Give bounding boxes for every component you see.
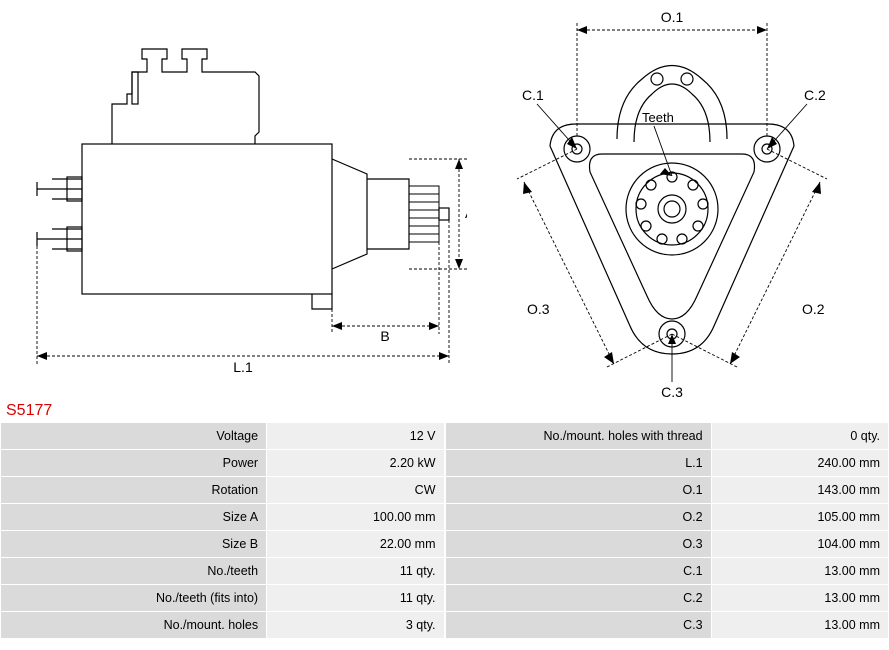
spec-row: No./mount. holes with thread0 qty.: [445, 423, 889, 450]
spec-value: 143.00 mm: [711, 477, 888, 504]
spec-value: 22.00 mm: [267, 531, 444, 558]
technical-drawings: A B: [0, 0, 889, 400]
spec-row: C.113.00 mm: [445, 558, 889, 585]
spec-label: Size A: [1, 504, 267, 531]
spec-label: No./mount. holes: [1, 612, 267, 639]
dim-label-B: B: [381, 328, 390, 344]
spec-row: Power2.20 kW: [1, 450, 445, 477]
spec-label: O.2: [445, 504, 711, 531]
spec-label: Rotation: [1, 477, 267, 504]
spec-row: Size A100.00 mm: [1, 504, 445, 531]
spec-value: 2.20 kW: [267, 450, 444, 477]
spec-value: 13.00 mm: [711, 585, 888, 612]
spec-value: 11 qty.: [267, 585, 444, 612]
spec-label: Size B: [1, 531, 267, 558]
spec-row: C.313.00 mm: [445, 612, 889, 639]
spec-row: C.213.00 mm: [445, 585, 889, 612]
spec-row: RotationCW: [1, 477, 445, 504]
spec-value: 104.00 mm: [711, 531, 888, 558]
spec-label: Power: [1, 450, 267, 477]
dim-label-C3: C.3: [661, 384, 683, 400]
spec-value: 3 qty.: [267, 612, 444, 639]
side-view-drawing: A B: [27, 4, 467, 384]
dim-label-C1: C.1: [522, 87, 544, 103]
spec-value: 13.00 mm: [711, 612, 888, 639]
spec-row: L.1240.00 mm: [445, 450, 889, 477]
spec-row: No./teeth11 qty.: [1, 558, 445, 585]
dim-label-O3: O.3: [527, 301, 550, 317]
spec-value: 0 qty.: [711, 423, 888, 450]
spec-label: No./teeth: [1, 558, 267, 585]
spec-value: CW: [267, 477, 444, 504]
dim-label-O2: O.2: [802, 301, 825, 317]
spec-row: O.1143.00 mm: [445, 477, 889, 504]
specs-table-left: Voltage12 VPower2.20 kWRotationCWSize A1…: [0, 422, 445, 639]
spec-row: No./teeth (fits into)11 qty.: [1, 585, 445, 612]
spec-value: 100.00 mm: [267, 504, 444, 531]
spec-row: No./mount. holes3 qty.: [1, 612, 445, 639]
spec-value: 12 V: [267, 423, 444, 450]
spec-label: L.1: [445, 450, 711, 477]
spec-label: No./mount. holes with thread: [445, 423, 711, 450]
spec-value: 11 qty.: [267, 558, 444, 585]
spec-value: 240.00 mm: [711, 450, 888, 477]
specs-tables: Voltage12 VPower2.20 kWRotationCWSize A1…: [0, 422, 889, 639]
spec-row: Size B22.00 mm: [1, 531, 445, 558]
dim-label-C2: C.2: [804, 87, 826, 103]
spec-label: C.2: [445, 585, 711, 612]
dim-label-L1: L.1: [234, 359, 254, 375]
dim-label-A: A: [465, 205, 467, 221]
spec-value: 13.00 mm: [711, 558, 888, 585]
spec-row: O.3104.00 mm: [445, 531, 889, 558]
spec-label: C.3: [445, 612, 711, 639]
spec-label: O.1: [445, 477, 711, 504]
dim-label-O1: O.1: [660, 9, 683, 25]
spec-label: C.1: [445, 558, 711, 585]
specs-table-right: No./mount. holes with thread0 qty.L.1240…: [445, 422, 889, 639]
spec-row: Voltage12 V: [1, 423, 445, 450]
front-view-drawing: O.1 O.2: [482, 4, 862, 404]
spec-label: No./teeth (fits into): [1, 585, 267, 612]
spec-value: 105.00 mm: [711, 504, 888, 531]
spec-label: Voltage: [1, 423, 267, 450]
spec-label: O.3: [445, 531, 711, 558]
spec-row: O.2105.00 mm: [445, 504, 889, 531]
label-teeth: Teeth: [642, 110, 674, 125]
